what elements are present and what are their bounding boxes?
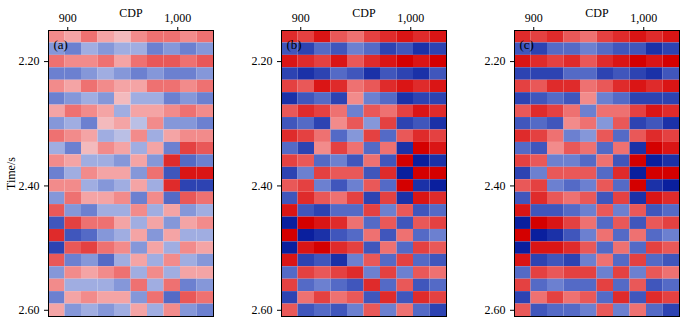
svg-text:2.60: 2.60 bbox=[252, 303, 273, 317]
svg-text:CDP: CDP bbox=[119, 6, 143, 20]
svg-text:2.60: 2.60 bbox=[19, 303, 40, 317]
svg-text:900: 900 bbox=[59, 11, 77, 25]
svg-text:CDP: CDP bbox=[352, 6, 376, 20]
svg-text:2.40: 2.40 bbox=[19, 179, 40, 193]
svg-text:2.40: 2.40 bbox=[485, 179, 506, 193]
svg-text:2.40: 2.40 bbox=[252, 179, 273, 193]
svg-text:(b): (b) bbox=[287, 37, 302, 52]
svg-text:1,000: 1,000 bbox=[164, 11, 191, 25]
svg-text:2.60: 2.60 bbox=[485, 303, 506, 317]
svg-text:Time/s: Time/s bbox=[4, 157, 18, 190]
svg-text:2.20: 2.20 bbox=[252, 54, 273, 68]
svg-text:CDP: CDP bbox=[585, 6, 609, 20]
svg-text:900: 900 bbox=[292, 11, 310, 25]
svg-text:2.20: 2.20 bbox=[485, 54, 506, 68]
svg-text:(c): (c) bbox=[520, 37, 534, 52]
svg-text:2.20: 2.20 bbox=[19, 54, 40, 68]
svg-text:1,000: 1,000 bbox=[630, 11, 657, 25]
svg-text:900: 900 bbox=[525, 11, 543, 25]
svg-text:(a): (a) bbox=[54, 37, 68, 52]
svg-text:1,000: 1,000 bbox=[397, 11, 424, 25]
